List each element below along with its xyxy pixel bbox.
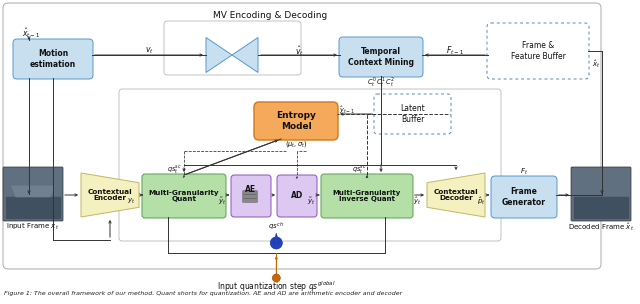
FancyBboxPatch shape (277, 175, 317, 217)
Polygon shape (12, 186, 54, 197)
FancyBboxPatch shape (13, 39, 93, 79)
Text: $\hat{v}_t$: $\hat{v}_t$ (294, 44, 303, 58)
FancyBboxPatch shape (487, 23, 589, 79)
Circle shape (270, 237, 282, 249)
FancyBboxPatch shape (231, 175, 271, 217)
FancyBboxPatch shape (339, 37, 423, 77)
Polygon shape (273, 233, 279, 243)
Text: $\hat{y}_{t-1}$: $\hat{y}_{t-1}$ (339, 104, 355, 116)
FancyBboxPatch shape (3, 167, 63, 221)
FancyBboxPatch shape (374, 94, 451, 134)
Text: $\hat{y}_t$: $\hat{y}_t$ (413, 195, 421, 207)
Text: $F_t$: $F_t$ (520, 167, 528, 177)
Text: $(\mu_t, \sigma_t)$: $(\mu_t, \sigma_t)$ (285, 139, 307, 149)
Text: $v_t$: $v_t$ (145, 46, 154, 56)
Text: Decoded Frame $\hat{x}_t$: Decoded Frame $\hat{x}_t$ (568, 221, 634, 233)
Text: Entropy
Model: Entropy Model (276, 111, 316, 131)
Text: $C_t^0\,C_t^1\,C_t^2$: $C_t^0\,C_t^1\,C_t^2$ (367, 75, 395, 89)
Polygon shape (6, 197, 60, 218)
Polygon shape (574, 197, 628, 218)
Circle shape (272, 274, 280, 282)
FancyBboxPatch shape (254, 102, 338, 140)
FancyBboxPatch shape (491, 176, 557, 218)
Text: Temporal
Context Mining: Temporal Context Mining (348, 47, 414, 67)
FancyBboxPatch shape (243, 195, 257, 198)
Polygon shape (232, 37, 258, 72)
Text: $y_t$: $y_t$ (127, 196, 135, 206)
FancyBboxPatch shape (3, 3, 601, 269)
Text: Frame &
Feature Buffer: Frame & Feature Buffer (511, 41, 565, 61)
Text: Multi-Granularity
Inverse Quant: Multi-Granularity Inverse Quant (333, 189, 401, 202)
Text: Multi-Granularity
Quant: Multi-Granularity Quant (148, 189, 220, 202)
Text: $\tilde{y}_t$: $\tilde{y}_t$ (218, 195, 226, 207)
FancyBboxPatch shape (571, 167, 631, 221)
Text: $qs^{ch}$: $qs^{ch}$ (268, 221, 284, 233)
FancyBboxPatch shape (142, 174, 226, 218)
Text: Input Frame $x_t$: Input Frame $x_t$ (6, 222, 60, 232)
Polygon shape (206, 37, 232, 72)
Text: Figure 1: The overall framework of our method. Quant shorts for quantization. AE: Figure 1: The overall framework of our m… (4, 291, 403, 296)
Text: MV Encoding & Decoding: MV Encoding & Decoding (213, 11, 327, 19)
FancyBboxPatch shape (119, 89, 501, 241)
Text: $\hat{p}_t$: $\hat{p}_t$ (477, 195, 486, 207)
Text: $\hat{x}_t$: $\hat{x}_t$ (592, 58, 600, 70)
Polygon shape (81, 173, 139, 217)
Text: AE: AE (245, 185, 257, 195)
Polygon shape (427, 173, 485, 217)
Text: $\hat{x}_{t-1}$: $\hat{x}_{t-1}$ (22, 26, 40, 40)
Text: Input quantization step $qs^{global}$: Input quantization step $qs^{global}$ (217, 280, 335, 294)
FancyBboxPatch shape (321, 174, 413, 218)
FancyBboxPatch shape (243, 191, 257, 194)
Text: Contextual
Encoder: Contextual Encoder (88, 188, 132, 202)
Text: Frame
Generator: Frame Generator (502, 187, 546, 207)
FancyBboxPatch shape (243, 199, 257, 202)
Text: Contextual
Decoder: Contextual Decoder (434, 188, 478, 202)
FancyBboxPatch shape (164, 21, 301, 75)
Text: Latent
Buffer: Latent Buffer (400, 104, 425, 124)
Text: $\tilde{y}_t$: $\tilde{y}_t$ (307, 195, 315, 207)
Text: $F_{t-1}$: $F_{t-1}$ (446, 45, 464, 57)
Text: $qs_t^{sc}$: $qs_t^{sc}$ (166, 164, 182, 176)
Text: Motion
estimation: Motion estimation (30, 49, 76, 69)
Text: $qs_t^{sc}$: $qs_t^{sc}$ (351, 164, 367, 176)
Text: AD: AD (291, 192, 303, 201)
